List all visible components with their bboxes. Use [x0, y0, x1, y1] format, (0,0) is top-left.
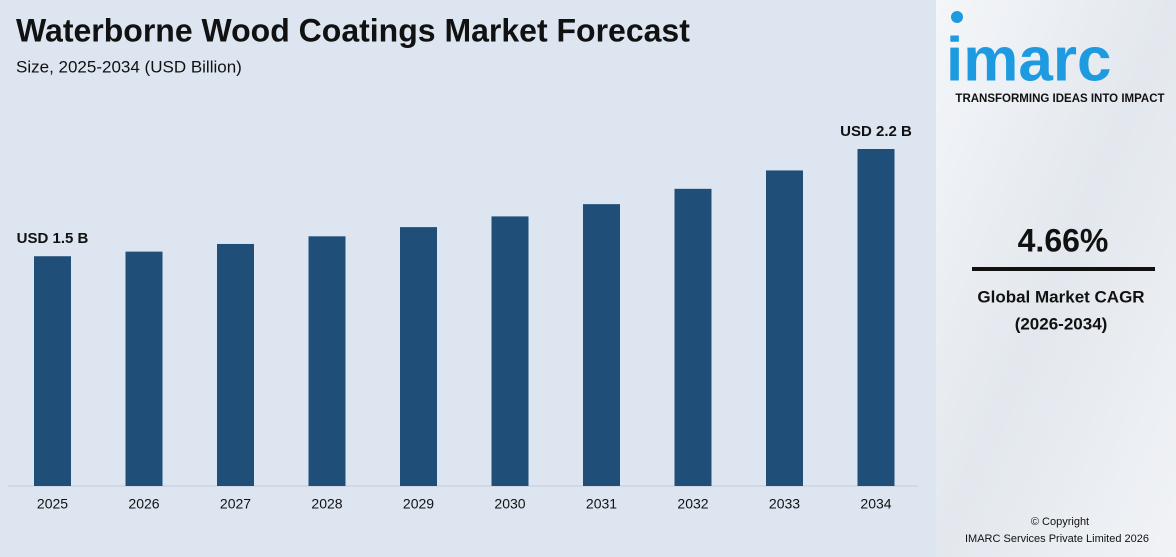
logo: imarc	[946, 25, 1111, 94]
cagr-period: (2026-2034)	[1015, 314, 1108, 333]
x-tick-label: 2032	[677, 496, 708, 512]
cagr-value: 4.66%	[1018, 222, 1109, 258]
x-tick-label: 2031	[586, 496, 617, 512]
bar	[217, 243, 254, 486]
x-tick-label: 2027	[220, 496, 251, 512]
chart-title: Waterborne Wood Coatings Market Forecast	[16, 12, 690, 48]
bar	[583, 204, 620, 487]
tagline: TRANSFORMING IDEAS INTO IMPACT	[955, 93, 1164, 105]
bar	[857, 149, 895, 486]
bar	[400, 227, 437, 486]
bar	[125, 251, 163, 486]
x-tick-label: 2030	[494, 496, 525, 512]
chart-subtitle: Size, 2025-2034 (USD Billion)	[16, 57, 242, 76]
data-label: USD 2.2 B	[840, 123, 912, 140]
bar	[766, 170, 803, 487]
bar	[491, 216, 529, 486]
x-tick-label: 2029	[403, 496, 434, 512]
copyright: © Copyright	[1031, 516, 1089, 528]
data-label: USD 1.5 B	[17, 230, 89, 247]
logo-dot	[951, 11, 963, 23]
x-tick-label: 2026	[128, 496, 159, 512]
x-tick-label: 2034	[860, 496, 891, 512]
x-tick-label: 2033	[769, 496, 800, 512]
bar	[308, 236, 346, 486]
x-tick-label: 2028	[311, 496, 342, 512]
copyright: IMARC Services Private Limited 2026	[965, 533, 1149, 545]
bar	[674, 188, 712, 486]
cagr-label: Global Market CAGR	[977, 287, 1144, 306]
cagr-rule	[972, 267, 1155, 271]
bar	[34, 256, 71, 486]
side-panel	[936, 0, 1176, 557]
x-tick-label: 2025	[37, 496, 68, 512]
